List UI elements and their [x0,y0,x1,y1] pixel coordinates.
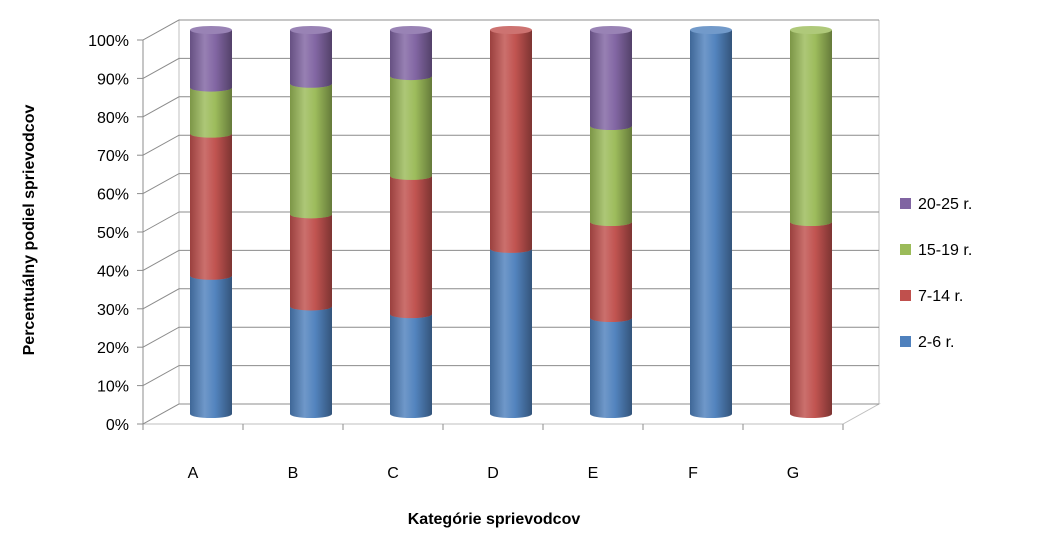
cylinder-body [690,30,732,418]
bar-segment-B-1 [290,302,332,418]
gridline [142,173,879,195]
bar-segment-A-2 [190,129,232,280]
cylinder-body [590,222,632,322]
gridline [142,249,879,271]
x-tick-label: A [188,465,199,482]
bar-segment-E-2 [590,218,632,322]
cylinder-body [190,87,232,138]
bar-segment-E-1 [590,314,632,418]
y-tick-label: 50% [97,225,129,242]
legend-swatch [900,336,911,347]
legend-item: 20-25 r. [900,196,972,213]
y-tick-label: 100% [88,33,129,50]
cylinder-body [390,76,432,180]
bar-segment-B-4 [290,26,332,88]
cylinder-body [290,306,332,418]
gridline [142,403,879,425]
x-tick-label: F [688,465,698,482]
x-tick-label: C [387,465,399,482]
y-axis-label: Percentuálny podiel sprievodcov [21,105,38,356]
gridline [142,288,879,310]
cylinder-body [790,30,832,226]
legend-swatch [900,244,911,255]
bar-segment-C-3 [390,72,432,180]
cylinder-body [490,248,532,418]
bar-segment-B-3 [290,79,332,219]
bar-segment-C-1 [390,310,432,418]
y-tick-label: 40% [97,263,129,280]
legend-item: 2-6 r. [900,334,954,351]
y-tick-label: 20% [97,340,129,357]
cylinder-body [290,30,332,88]
legend-label: 7-14 r. [918,288,963,305]
gridline [142,365,879,387]
bar-segment-A-3 [190,83,232,138]
bars [190,26,832,418]
x-axis-label: Kategórie sprievodcov [408,511,581,528]
y-axis-ticks: 0% 10% 20% 30% 40% 50% 60% 70% 80% 90% 100% [88,33,144,434]
cylinder-body [390,30,432,81]
y-tick-label: 10% [97,379,129,396]
legend-item: 15-19 r. [900,242,972,259]
gridlines [142,19,879,425]
bar-segment-F-1 [690,26,732,418]
cylinder-body [390,175,432,319]
gridline [142,326,879,348]
cylinder-top [690,26,732,34]
x-tick-label: E [588,465,599,482]
y-tick-label: 90% [97,71,129,88]
x-tick-label: D [487,465,499,482]
bar-segment-G-3 [790,26,832,226]
cylinder-top [290,26,332,34]
bar-segment-D-2 [490,26,532,253]
legend-label: 2-6 r. [918,334,954,351]
gridline [142,57,879,79]
y-tick-label: 70% [97,148,129,165]
gridline [142,96,879,118]
cylinder-top [790,26,832,34]
y-tick-label: 80% [97,110,129,127]
bar-segment-G-2 [790,218,832,418]
gridline [142,211,879,233]
bar-segment-D-1 [490,244,532,418]
cylinder-body [790,222,832,418]
bar-segment-B-2 [290,210,332,311]
cylinder-body [490,30,532,253]
cylinder-body [590,30,632,130]
cylinder-body [190,275,232,418]
bar-segment-C-4 [390,26,432,81]
cylinder-body [590,318,632,418]
cylinder-body [390,314,432,418]
cylinder-body [290,83,332,219]
cylinder-body [190,133,232,280]
cylinder-body [590,126,632,226]
x-tick-label: G [787,465,799,482]
cylinder-top [390,26,432,34]
bar-segment-E-4 [590,26,632,130]
y-tick-label: 30% [97,302,129,319]
legend-label: 20-25 r. [918,196,972,213]
y-tick-label: 60% [97,187,129,204]
cylinder-body [190,30,232,92]
x-tick-label: B [288,465,299,482]
x-axis-ticks: A B C D E F G [142,424,844,482]
legend: 20-25 r. 15-19 r. 7-14 r. 2-6 r. [900,196,972,351]
y-tick-label: 0% [106,417,129,434]
legend-label: 15-19 r. [918,242,972,259]
bar-segment-E-3 [590,122,632,226]
legend-swatch [900,290,911,301]
cylinder-body [290,214,332,311]
bar-segment-C-2 [390,171,432,319]
legend-swatch [900,198,911,209]
legend-item: 7-14 r. [900,288,963,305]
bar-segment-A-1 [190,271,232,418]
gridline [142,134,879,156]
cylinder-top [590,26,632,34]
cylinder-top [490,26,532,34]
cylinder-top [190,26,232,34]
bar-segment-A-4 [190,26,232,92]
gridline [142,19,879,41]
